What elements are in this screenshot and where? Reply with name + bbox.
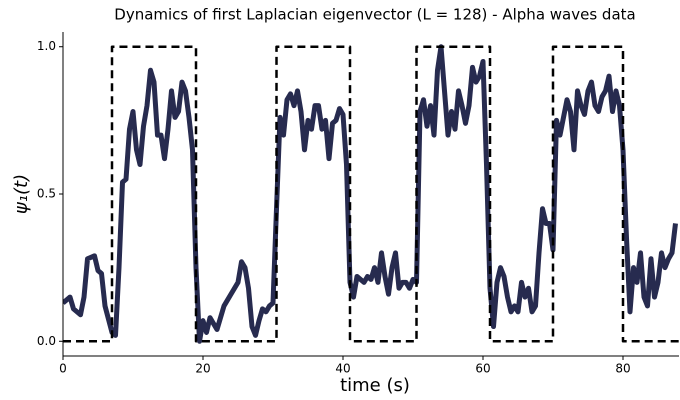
y-tick-label: 0.0 (37, 334, 56, 348)
x-tick-label: 0 (59, 362, 67, 376)
x-tick-label: 60 (475, 362, 490, 376)
y-tick-label: 0.5 (37, 187, 56, 201)
data-line (63, 44, 678, 344)
x-axis-label: time (s) (340, 375, 410, 396)
plot-area (63, 44, 679, 344)
y-axis-label: ψ₁(t) (11, 174, 32, 214)
x-tick-label: 80 (615, 362, 630, 376)
y-tick-label: 1.0 (37, 39, 56, 53)
x-tick-label: 40 (335, 362, 350, 376)
data-line (63, 45, 679, 343)
x-tick-label: 20 (195, 362, 210, 376)
chart-title: Dynamics of first Laplacian eigenvector … (114, 6, 635, 24)
